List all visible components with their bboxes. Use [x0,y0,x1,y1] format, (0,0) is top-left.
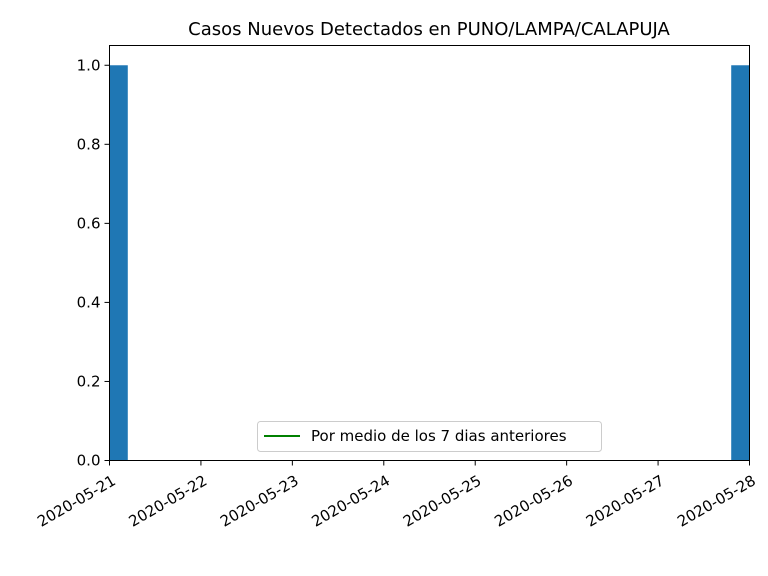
chart-title: Casos Nuevos Detectados en PUNO/LAMPA/CA… [188,19,670,40]
y-tick-label: 0.6 [77,214,101,232]
legend: Por medio de los 7 dias anteriores [257,421,602,452]
x-tick-label: 2020-05-21 [34,471,119,530]
y-tick-label: 0.2 [77,372,101,390]
x-tick-label: 2020-05-22 [126,471,211,530]
x-tick-label: 2020-05-26 [491,471,576,530]
x-tick-label: 2020-05-27 [583,471,668,530]
y-tick-label: 0.4 [77,293,101,311]
y-tick-label: 1.0 [77,56,101,74]
legend-box [257,421,602,452]
y-tick-label: 0.0 [77,452,101,470]
x-tick-label: 2020-05-25 [400,471,485,530]
y-tick-label: 0.8 [77,135,101,153]
bar-group [109,65,750,461]
bar-2020-05-21 [109,65,128,461]
y-axis: 0.0 0.2 0.4 0.6 0.8 1.0 [77,56,110,470]
x-axis: 2020-05-21 2020-05-22 2020-05-23 2020-05-24… [34,460,759,531]
plot-frame [109,45,750,461]
bar-2020-05-28 [731,65,750,461]
x-tick-label: 2020-05-24 [309,471,394,530]
legend-label: Por medio de los 7 dias anteriores [311,427,567,445]
x-tick-label: 2020-05-23 [217,471,302,530]
x-tick-label: 2020-05-28 [674,471,759,530]
